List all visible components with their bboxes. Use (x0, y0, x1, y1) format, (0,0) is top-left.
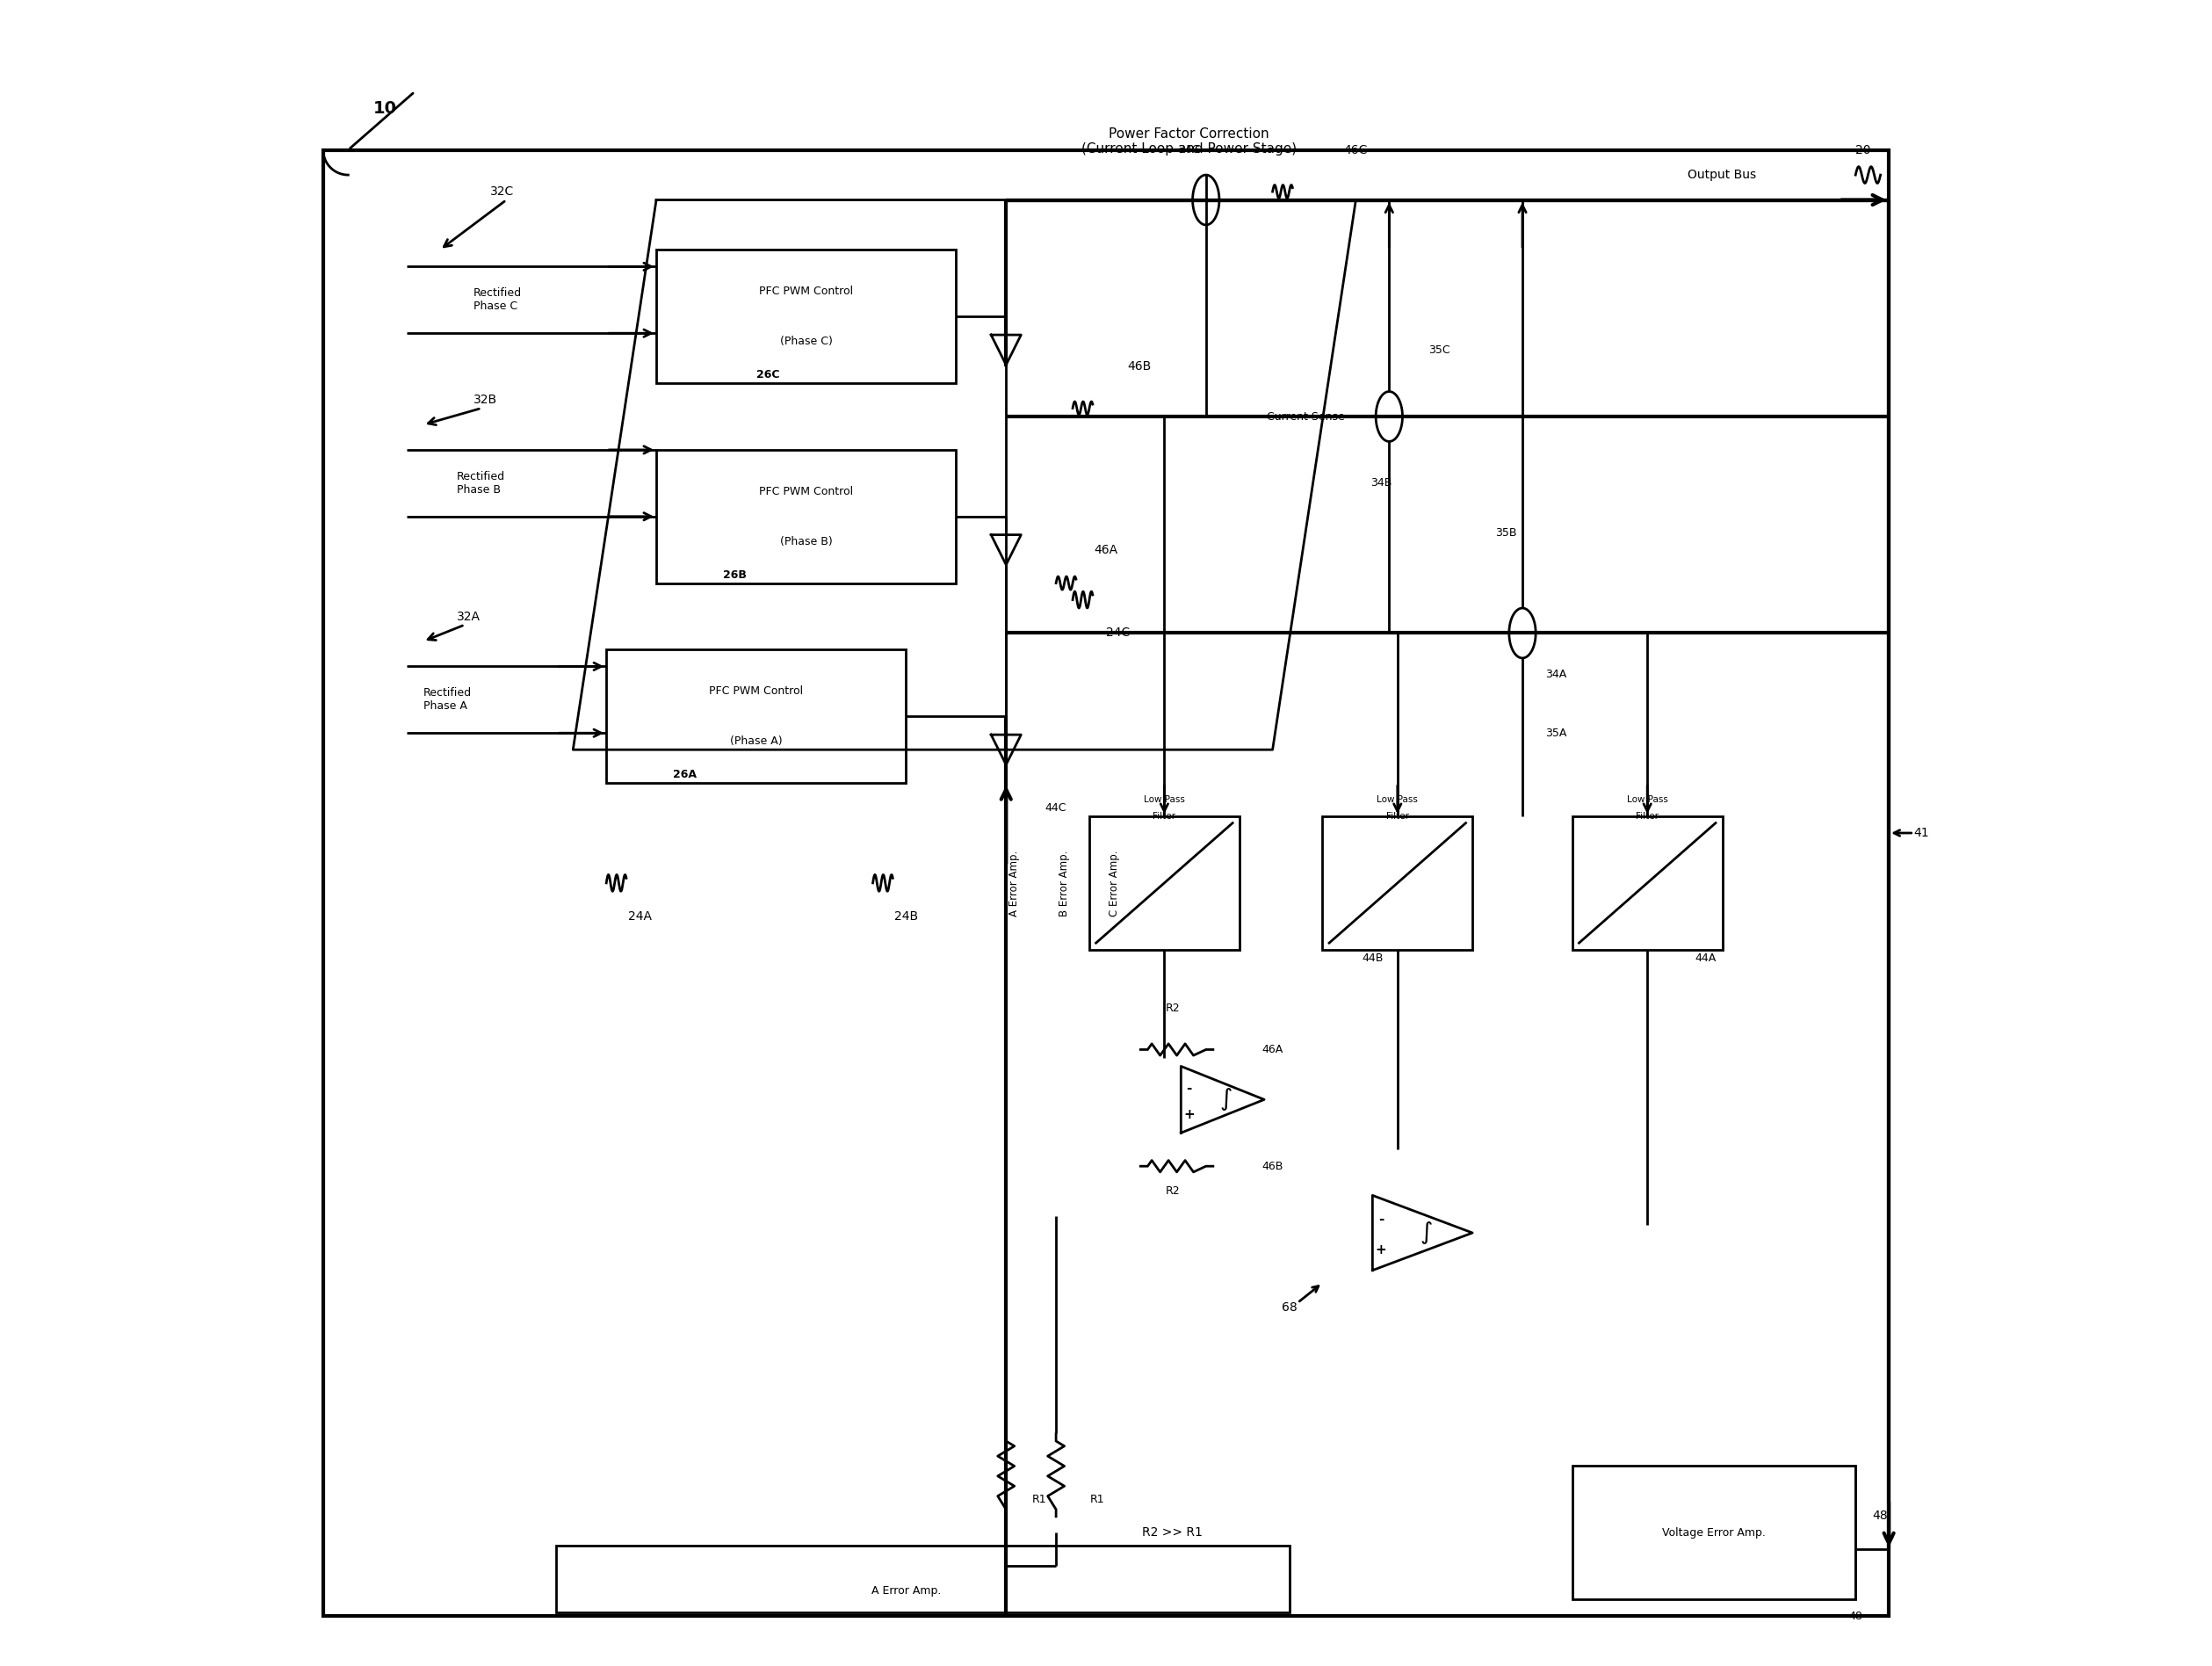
Text: 46A: 46A (1261, 1045, 1283, 1055)
Text: 35C: 35C (1429, 345, 1449, 355)
Text: 24B: 24B (894, 910, 918, 923)
Text: 26C: 26C (757, 370, 779, 380)
Bar (1323, 816, 1473, 950)
Text: Voltage Error Amp.: Voltage Error Amp. (1661, 1528, 1765, 1538)
Text: 24C: 24C (1106, 626, 1130, 640)
Text: A Error Amp.: A Error Amp. (872, 1586, 940, 1596)
Text: R1: R1 (1091, 1494, 1106, 1504)
Bar (1088, 816, 1239, 950)
Text: R1: R1 (1033, 1494, 1046, 1504)
Text: 32B: 32B (473, 393, 498, 407)
Text: +: + (1183, 1108, 1194, 1121)
Text: PFC PWM Control: PFC PWM Control (710, 686, 803, 696)
Text: Rectified
Phase B: Rectified Phase B (456, 471, 504, 495)
Text: (Phase B): (Phase B) (781, 536, 832, 546)
Bar (1573, 1466, 1856, 1599)
Text: +: + (1376, 1243, 1387, 1256)
Bar (657, 450, 956, 583)
Bar (657, 250, 956, 383)
Text: 10: 10 (374, 100, 396, 117)
Text: 26B: 26B (723, 570, 745, 580)
Text: 26A: 26A (672, 770, 697, 780)
Text: -: - (1378, 1213, 1385, 1226)
Text: 44A: 44A (1694, 953, 1717, 963)
Text: PFC PWM Control: PFC PWM Control (759, 486, 854, 496)
Text: Output Bus: Output Bus (1688, 168, 1756, 182)
Text: R2 >> R1: R2 >> R1 (1141, 1526, 1203, 1539)
Text: 46C: 46C (1345, 143, 1367, 157)
Text: Low Pass: Low Pass (1144, 795, 1186, 805)
Bar (606, 650, 907, 783)
Text: 32C: 32C (489, 185, 513, 198)
Bar (323, 150, 1889, 1616)
Bar (557, 1546, 1290, 1613)
Text: 48: 48 (1871, 1509, 1887, 1523)
Text: 68: 68 (1281, 1301, 1296, 1314)
Text: 32A: 32A (456, 610, 480, 623)
Text: Filter: Filter (1637, 811, 1659, 821)
Text: B Error Amp.: B Error Amp. (1060, 850, 1071, 916)
Text: 35A: 35A (1544, 728, 1566, 738)
Text: (Phase C): (Phase C) (781, 337, 832, 347)
Text: Filter: Filter (1152, 811, 1177, 821)
Text: Filter: Filter (1387, 811, 1409, 821)
Text: A Error Amp.: A Error Amp. (1009, 850, 1020, 916)
Text: Low Pass: Low Pass (1626, 795, 1668, 805)
Text: 41: 41 (1913, 826, 1929, 840)
Text: R2: R2 (1166, 1003, 1179, 1013)
Text: 34A: 34A (1544, 670, 1566, 680)
Text: 34B: 34B (1369, 478, 1391, 488)
Text: C Error Amp.: C Error Amp. (1108, 850, 1119, 916)
Text: 48: 48 (1849, 1611, 1863, 1621)
Text: Low Pass: Low Pass (1376, 795, 1418, 805)
Text: 44B: 44B (1363, 953, 1382, 963)
Text: Current Sense: Current Sense (1267, 412, 1345, 421)
Text: (Phase A): (Phase A) (730, 736, 783, 746)
Text: 24A: 24A (628, 910, 653, 923)
Text: $\int$: $\int$ (1420, 1220, 1433, 1246)
Text: R2: R2 (1166, 1186, 1179, 1196)
Text: Rectified
Phase A: Rectified Phase A (422, 688, 471, 711)
Text: -: - (1186, 1081, 1192, 1095)
Text: 35B: 35B (1495, 528, 1517, 538)
Text: 46A: 46A (1095, 543, 1117, 556)
Text: $\int$: $\int$ (1219, 1086, 1232, 1113)
Text: 46B: 46B (1128, 360, 1150, 373)
Text: 34C: 34C (1179, 145, 1201, 155)
Text: PFC PWM Control: PFC PWM Control (759, 287, 854, 297)
Text: 46B: 46B (1261, 1161, 1283, 1171)
Text: 44C: 44C (1046, 803, 1066, 813)
Text: Power Factor Correction
(Current Loop and Power Stage): Power Factor Correction (Current Loop an… (1082, 127, 1296, 157)
Bar (1573, 816, 1723, 950)
Text: Rectified
Phase C: Rectified Phase C (473, 288, 522, 312)
Text: 20: 20 (1856, 143, 1871, 157)
